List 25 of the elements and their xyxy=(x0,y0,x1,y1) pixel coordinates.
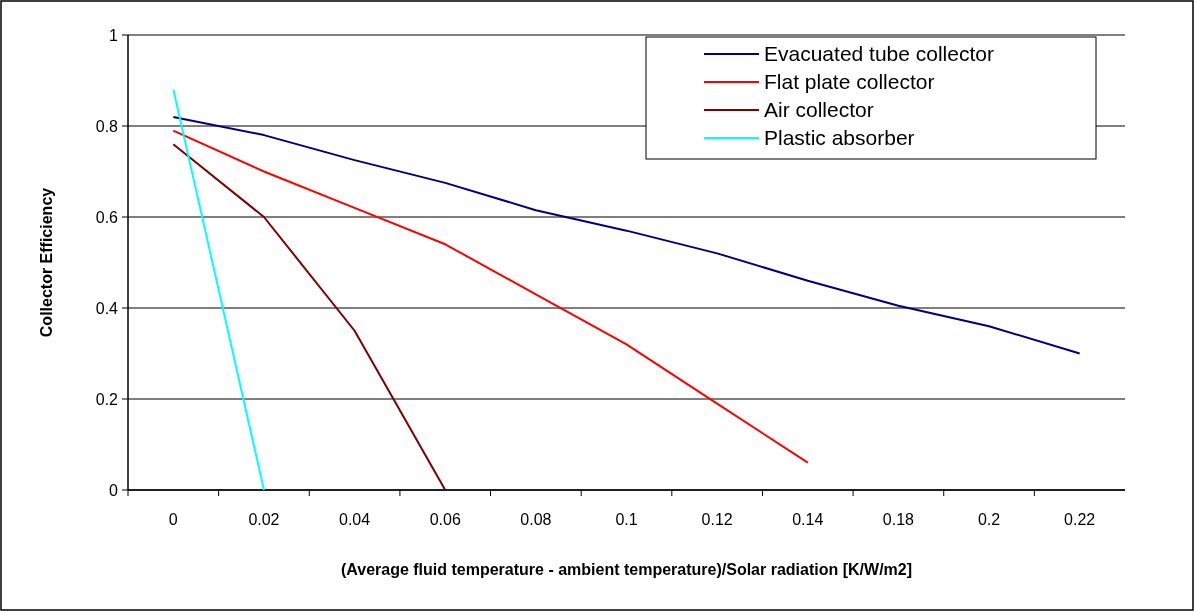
y-tick-label: 0 xyxy=(109,481,119,499)
x-tick-label: 0.12 xyxy=(701,511,733,528)
legend-label: Flat plate collector xyxy=(764,70,935,94)
y-tick-label: 0.4 xyxy=(95,299,119,317)
y-axis-title: Collector Efficiency xyxy=(38,187,55,338)
x-tick-label: 0.18 xyxy=(882,511,915,528)
x-tick-label: 0.22 xyxy=(1064,511,1096,528)
legend-label: Air collector xyxy=(764,98,874,122)
x-tick-label: 0 xyxy=(168,511,178,528)
x-tick-label: 0.04 xyxy=(339,511,371,528)
x-tick-label: 0.02 xyxy=(248,511,280,528)
legend-label: Evacuated tube collector xyxy=(764,42,994,66)
y-tick-label: 0.2 xyxy=(95,390,119,408)
x-tick-label: 0.08 xyxy=(520,511,552,528)
x-tick-label: 0.1 xyxy=(615,511,638,528)
x-axis-title: (Average fluid temperature - ambient temperature)/Solar radiation [K/W/m2] xyxy=(340,561,913,578)
x-tick-label: 0.2 xyxy=(977,511,1001,528)
line-series xyxy=(172,115,1081,355)
y-tick-label: 0.6 xyxy=(95,208,119,226)
x-tick-label: 0.14 xyxy=(792,511,824,528)
y-tick-label: 1 xyxy=(109,26,119,44)
legend-label: Plastic absorber xyxy=(764,126,915,150)
x-tick-label: 0.06 xyxy=(429,511,461,528)
line-series xyxy=(172,143,447,491)
y-tick-label: 0.8 xyxy=(95,117,119,135)
